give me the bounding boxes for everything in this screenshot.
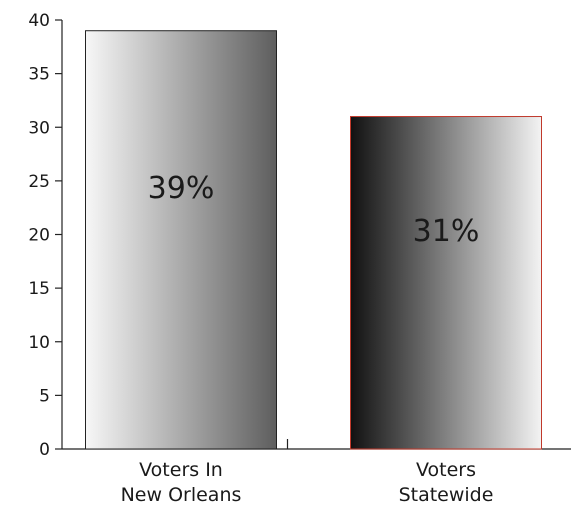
y-tick-label: 30 xyxy=(28,118,50,138)
data-label: 31% xyxy=(413,214,480,249)
x-category-label: Voters xyxy=(416,459,476,481)
y-tick-label: 40 xyxy=(28,11,50,31)
y-tick-label: 35 xyxy=(28,65,50,85)
y-tick-label: 10 xyxy=(28,333,50,353)
bar-2 xyxy=(350,116,542,450)
data-label: 39% xyxy=(148,171,215,206)
bars xyxy=(85,30,542,450)
y-tick-label: 15 xyxy=(28,279,50,299)
y-tick-label: 25 xyxy=(28,172,50,192)
y-tick-label: 0 xyxy=(39,440,50,460)
bar-1 xyxy=(85,30,277,450)
labels: 39% Voters In New Orleans 31% Voters Statewid… xyxy=(121,171,494,506)
y-tick-label: 20 xyxy=(28,226,50,246)
x-category-label: Statewide xyxy=(399,484,494,506)
x-category-label: Voters In xyxy=(139,459,223,481)
y-tick-label: 5 xyxy=(39,386,50,406)
x-category-label: New Orleans xyxy=(121,484,242,506)
